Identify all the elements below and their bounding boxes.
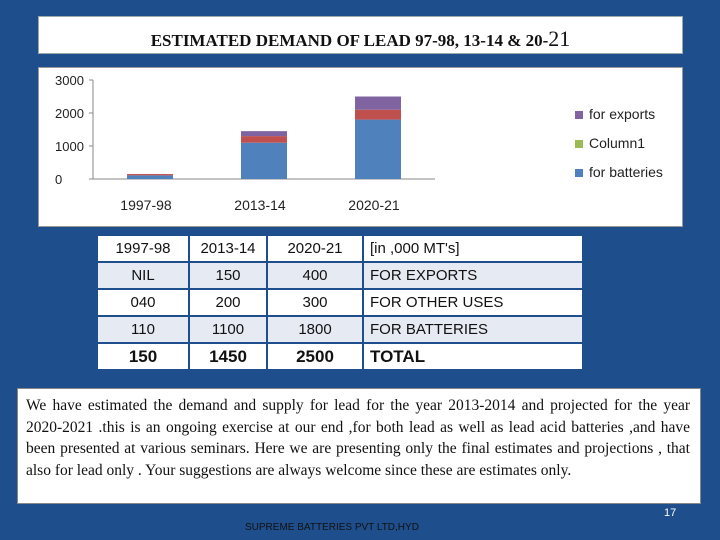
- table-cell: 200: [188, 288, 268, 317]
- table-row: 110 1100 1800 FOR BATTERIES: [96, 315, 584, 344]
- table-cell: 040: [96, 288, 190, 317]
- table-cell: 1100: [188, 315, 268, 344]
- title-box: ESTIMATED DEMAND OF LEAD 97-98, 13-14 & …: [38, 16, 683, 54]
- table-cell: 150: [188, 261, 268, 290]
- description-box: We have estimated the demand and supply …: [17, 388, 701, 504]
- title-suffix: 21: [548, 26, 571, 51]
- x-tick-label: 2020-21: [348, 197, 400, 213]
- table-cell: FOR EXPORTS: [362, 261, 584, 290]
- bar-column1: [241, 136, 287, 143]
- legend-swatch: [575, 140, 583, 148]
- bar-for-batteries: [127, 175, 173, 179]
- table-total-row: 150 1450 2500 TOTAL: [96, 342, 584, 371]
- table-row: 040 200 300 FOR OTHER USES: [96, 288, 584, 317]
- table-cell: 150: [96, 342, 190, 371]
- table-cell: 300: [266, 288, 364, 317]
- description-text: We have estimated the demand and supply …: [26, 397, 690, 479]
- y-tick-label: 2000: [55, 106, 84, 121]
- header-cell: 1997-98: [96, 234, 190, 263]
- x-tick-label: 2013-14: [234, 197, 286, 213]
- chart-area: 3000 2000 1000 0 1997-98 2013-14 2020-21 for ex…: [38, 67, 683, 227]
- table-header-row: 1997-98 2013-14 2020-21 [in ,000 MT's]: [96, 234, 584, 263]
- legend-label: for batteries: [589, 164, 663, 180]
- legend-label: for exports: [589, 106, 655, 122]
- legend-swatch: [575, 111, 583, 119]
- table-cell: 1450: [188, 342, 268, 371]
- table-cell: 400: [266, 261, 364, 290]
- footer-company: SUPREME BATTERIES PVT LTD,HYD: [245, 522, 419, 533]
- y-tick-label: 3000: [55, 73, 84, 88]
- page-number: 17: [664, 507, 677, 519]
- bar-column1: [355, 109, 401, 120]
- table-cell: NIL: [96, 261, 190, 290]
- table-cell: 110: [96, 315, 190, 344]
- stacked-bar-chart: 3000 2000 1000 0 1997-98 2013-14 2020-21 for ex…: [55, 73, 663, 213]
- header-cell: 2020-21: [266, 234, 364, 263]
- legend-swatch: [575, 169, 583, 177]
- table-cell: FOR OTHER USES: [362, 288, 584, 317]
- table-cell: 2500: [266, 342, 364, 371]
- legend-label: Column1: [589, 135, 645, 151]
- table-cell: FOR BATTERIES: [362, 315, 584, 344]
- x-tick-label: 1997-98: [120, 197, 172, 213]
- data-table: 1997-98 2013-14 2020-21 [in ,000 MT's] N…: [96, 234, 584, 371]
- header-cell: 2013-14: [188, 234, 268, 263]
- title-main: ESTIMATED DEMAND OF LEAD 97-98, 13-14 & …: [150, 31, 549, 50]
- y-tick-label: 1000: [55, 139, 84, 154]
- bar-for-exports: [355, 96, 401, 110]
- chart-title: ESTIMATED DEMAND OF LEAD 97-98, 13-14 & …: [39, 26, 682, 52]
- table-row: NIL 150 400 FOR EXPORTS: [96, 261, 584, 290]
- header-cell: [in ,000 MT's]: [362, 234, 584, 263]
- bar-for-batteries: [241, 142, 287, 179]
- bar-column1: [127, 174, 173, 176]
- y-tick-label: 0: [55, 172, 62, 187]
- table-cell: 1800: [266, 315, 364, 344]
- bar-for-exports: [241, 131, 287, 137]
- bar-for-batteries: [355, 119, 401, 179]
- table-cell: TOTAL: [362, 342, 584, 371]
